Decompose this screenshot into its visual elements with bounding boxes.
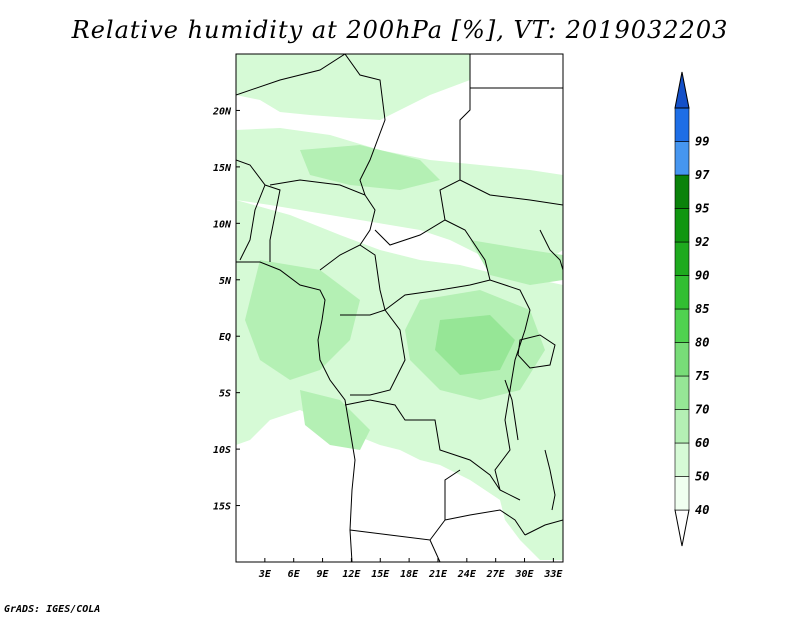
border-zambia bbox=[444, 509, 526, 536]
lon-tick-label: 12E bbox=[342, 569, 361, 580]
country-borders bbox=[236, 54, 563, 562]
colorbar-label: 95 bbox=[695, 202, 709, 216]
humidity-patch-core4 bbox=[300, 390, 370, 450]
colorbar-swatch bbox=[674, 342, 690, 377]
map-area bbox=[236, 54, 563, 562]
humidity-patch-core1 bbox=[300, 145, 440, 190]
humidity-patch-core5 bbox=[435, 315, 515, 375]
colorbar-label: 70 bbox=[695, 403, 709, 417]
border-sudan-ss bbox=[459, 179, 563, 206]
border-westafrica-1 bbox=[236, 159, 266, 261]
colorbar-swatch bbox=[674, 208, 690, 243]
lon-tick-label: 27E bbox=[486, 569, 506, 580]
colorbar-swatch bbox=[674, 174, 690, 209]
colorbar-swatch bbox=[674, 375, 690, 410]
lon-tick-label: 21E bbox=[428, 569, 448, 580]
colorbar-swatch bbox=[674, 107, 690, 142]
colorbar-swatch bbox=[674, 141, 690, 176]
lat-tick-label: 10N bbox=[213, 219, 232, 230]
lon-tick-label: 9E bbox=[317, 569, 330, 580]
latitude-axis: 20N 15N 10N 5N EQ 5S 10S 15S bbox=[212, 106, 240, 513]
humidity-patch-south bbox=[500, 495, 563, 560]
border-east-africa bbox=[539, 229, 563, 271]
border-car-drc bbox=[384, 279, 531, 311]
lat-tick-label: 5S bbox=[219, 389, 231, 400]
colorbar-label: 80 bbox=[695, 336, 709, 350]
humidity-patch-core6 bbox=[470, 240, 563, 285]
border-chad-car bbox=[374, 219, 491, 281]
border-mali-niger bbox=[344, 54, 386, 196]
colorbar-label: 50 bbox=[695, 470, 709, 484]
lat-tick-label: 5N bbox=[219, 276, 232, 287]
colorbar-label: 85 bbox=[695, 302, 709, 316]
humidity-patch-north bbox=[236, 54, 470, 120]
colorbar-label: 60 bbox=[695, 436, 709, 450]
humidity-patch-core2 bbox=[245, 260, 360, 380]
grads-footer: GrADS: IGES/COLA bbox=[4, 604, 101, 615]
border-drc-east bbox=[494, 309, 531, 491]
lon-tick-label: 3E bbox=[258, 569, 272, 580]
border-algeria bbox=[236, 54, 346, 96]
colorbar-label: 99 bbox=[695, 135, 709, 149]
lon-tick-label: 18E bbox=[400, 569, 419, 580]
map-frame bbox=[235, 53, 564, 563]
lat-tick-label: 15N bbox=[213, 163, 232, 174]
colorbar-label: 40 bbox=[695, 503, 709, 517]
border-libya-chad bbox=[439, 54, 471, 221]
lon-tick-label: 30E bbox=[514, 569, 534, 580]
border-southern bbox=[429, 539, 441, 562]
colorbar-swatch bbox=[674, 409, 690, 444]
border-angola bbox=[349, 469, 461, 541]
lat-tick-label: 15S bbox=[213, 502, 231, 513]
colorbar-label: 75 bbox=[695, 369, 709, 383]
border-drc-south bbox=[344, 399, 521, 501]
longitude-axis: 3E 6E 9E 12E 15E 18E 21E 24E 27E 30E 33E bbox=[258, 558, 563, 580]
colorbar-swatch bbox=[674, 241, 690, 276]
map-title: Relative humidity at 200hPa [%], VT: 201… bbox=[71, 16, 729, 44]
lon-tick-label: 24E bbox=[457, 569, 477, 580]
lake-tanganyika bbox=[504, 379, 519, 441]
colorbar-swatch bbox=[674, 308, 690, 343]
border-nigeria bbox=[269, 179, 376, 271]
lat-tick-label: 10S bbox=[213, 445, 231, 456]
border-mozambique bbox=[524, 519, 563, 536]
lon-tick-label: 6E bbox=[288, 569, 301, 580]
border-westafrica-2 bbox=[264, 184, 281, 262]
colorbar-label: 92 bbox=[695, 235, 709, 249]
border-cameroon bbox=[359, 244, 386, 311]
lon-tick-label: 33E bbox=[543, 569, 563, 580]
lake-malawi bbox=[544, 449, 556, 511]
colorbar-label: 90 bbox=[695, 269, 709, 283]
lat-tick-label: EQ bbox=[219, 332, 231, 343]
colorbar-label: 97 bbox=[695, 168, 710, 182]
colorbar-swatch bbox=[674, 442, 690, 477]
lake-victoria bbox=[517, 334, 556, 369]
colorbar-under-triangle bbox=[674, 509, 690, 547]
humidity-field bbox=[236, 54, 563, 560]
lon-tick-label: 15E bbox=[371, 569, 390, 580]
border-congo bbox=[340, 309, 406, 396]
colorbar-legend: 40 50 60 70 75 80 85 90 92 95 97 99 bbox=[674, 71, 710, 547]
coastline-west bbox=[236, 261, 356, 562]
colorbar-swatch bbox=[674, 476, 690, 511]
lat-tick-label: 20N bbox=[212, 106, 232, 117]
colorbar-over-triangle bbox=[674, 71, 690, 109]
colorbar-swatch bbox=[674, 275, 690, 310]
